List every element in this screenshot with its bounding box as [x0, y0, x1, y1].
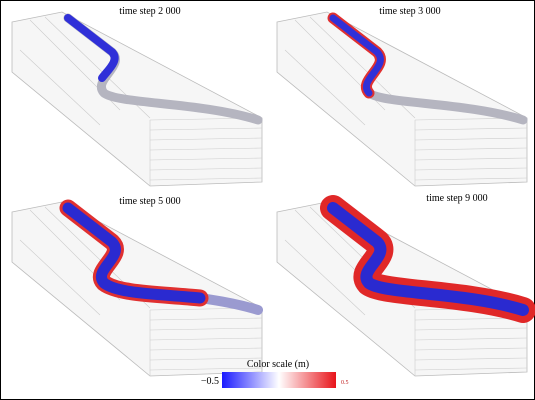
- panel: time step 3 000: [276, 6, 527, 187]
- color-bar: [222, 372, 336, 388]
- panel-label: time step 2 000: [119, 6, 180, 17]
- panel: time step 5 000: [11, 196, 262, 377]
- panel-label: time step 9 000: [426, 193, 487, 204]
- color-scale-title: Color scale (m): [247, 359, 309, 370]
- panel: time step 2 000: [11, 6, 262, 187]
- color-scale: Color scale (m) −0.5 0.5: [201, 359, 349, 388]
- panel: time step 9 000: [276, 193, 527, 377]
- panel-label: time step 3 000: [379, 6, 440, 17]
- panel-label: time step 5 000: [119, 196, 180, 207]
- scale-min: −0.5: [201, 376, 219, 387]
- scale-max: 0.5: [341, 380, 349, 386]
